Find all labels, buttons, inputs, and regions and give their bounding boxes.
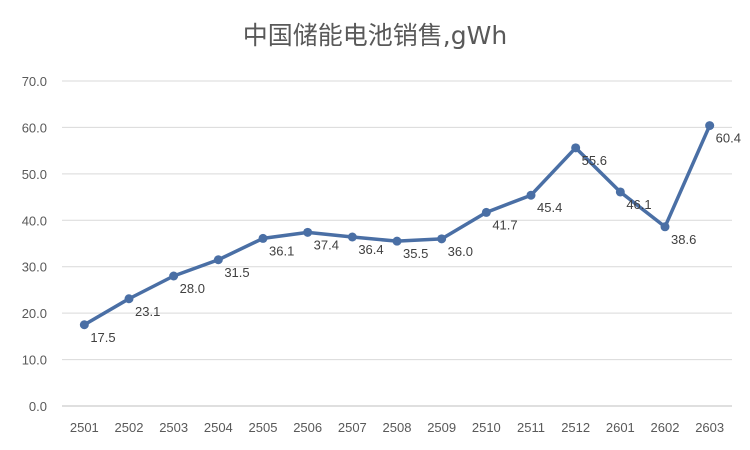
data-label: 23.1 <box>135 304 160 319</box>
data-point <box>437 234 447 244</box>
data-label: 60.4 <box>716 131 741 146</box>
data-label: 31.5 <box>224 265 249 280</box>
data-label: 37.4 <box>314 237 339 252</box>
data-label: 45.4 <box>537 200 562 215</box>
data-points <box>79 121 715 330</box>
data-point <box>526 190 536 200</box>
y-tick-label: 20.0 <box>22 306 47 321</box>
data-label: 35.5 <box>403 246 428 261</box>
x-tick-label: 2502 <box>115 420 144 435</box>
data-label: 41.7 <box>492 217 517 232</box>
data-point <box>660 222 670 232</box>
data-point <box>258 233 268 243</box>
y-axis-ticks: 0.0 10.0 20.0 30.0 40.0 50.0 60.0 70.0 <box>22 74 47 414</box>
x-tick-label: 2505 <box>249 420 278 435</box>
data-point <box>481 207 491 217</box>
x-tick-label: 2506 <box>293 420 322 435</box>
x-tick-label: 2603 <box>695 420 724 435</box>
y-tick-label: 60.0 <box>22 120 47 135</box>
x-tick-label: 2504 <box>204 420 233 435</box>
x-tick-label: 2602 <box>651 420 680 435</box>
x-tick-label: 2509 <box>427 420 456 435</box>
x-tick-label: 2511 <box>517 420 545 435</box>
data-label: 36.4 <box>358 242 383 257</box>
data-point <box>392 236 402 246</box>
data-point <box>169 271 179 281</box>
data-label: 36.0 <box>448 244 473 259</box>
x-tick-label: 2601 <box>606 420 635 435</box>
gridlines <box>62 80 732 407</box>
data-label: 28.0 <box>180 281 205 296</box>
data-point <box>79 320 89 330</box>
x-tick-label: 2508 <box>383 420 412 435</box>
chart-title: 中国储能电池销售,gWh <box>242 21 508 50</box>
data-label: 17.5 <box>90 330 115 345</box>
x-tick-label: 2501 <box>70 420 99 435</box>
data-label: 38.6 <box>671 232 696 247</box>
series-line-path <box>82 123 712 327</box>
series-line <box>82 123 712 327</box>
x-tick-label: 2512 <box>561 420 590 435</box>
x-axis-ticks: 2501 2502 2503 2504 2505 2506 2507 2508 2509 2510… <box>70 420 724 435</box>
data-label: 36.1 <box>269 243 294 258</box>
data-point <box>347 232 357 242</box>
data-label: 46.1 <box>626 197 651 212</box>
y-tick-label: 10.0 <box>22 353 47 368</box>
y-tick-label: 0.0 <box>29 399 47 414</box>
y-tick-label: 40.0 <box>22 213 47 228</box>
data-labels: 17.5 23.1 28.0 31.5 36.1 37.4 36.4 35.5 36.0 41.7… <box>90 131 741 345</box>
y-tick-label: 50.0 <box>22 167 47 182</box>
x-tick-label: 2503 <box>159 420 188 435</box>
data-label: 55.6 <box>582 153 607 168</box>
data-point <box>615 187 625 197</box>
x-tick-label: 2510 <box>472 420 501 435</box>
x-tick-label: 2507 <box>338 420 367 435</box>
y-tick-label: 30.0 <box>22 260 47 275</box>
data-point <box>213 255 223 265</box>
data-point <box>303 227 313 237</box>
data-point <box>124 294 134 304</box>
data-point <box>571 143 581 153</box>
y-tick-label: 70.0 <box>22 74 47 89</box>
data-point <box>705 121 715 131</box>
